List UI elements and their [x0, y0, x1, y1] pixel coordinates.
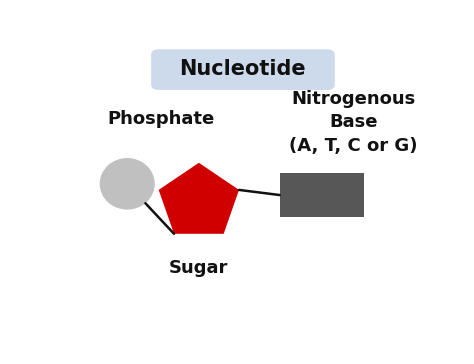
- Ellipse shape: [100, 158, 155, 210]
- Text: Nucleotide: Nucleotide: [180, 59, 306, 79]
- Text: Phosphate: Phosphate: [107, 110, 214, 128]
- Polygon shape: [159, 163, 239, 234]
- Text: Sugar: Sugar: [169, 259, 228, 277]
- FancyBboxPatch shape: [151, 49, 335, 90]
- Text: Nitrogenous
Base
(A, T, C or G): Nitrogenous Base (A, T, C or G): [289, 90, 418, 155]
- Bar: [280, 173, 364, 217]
